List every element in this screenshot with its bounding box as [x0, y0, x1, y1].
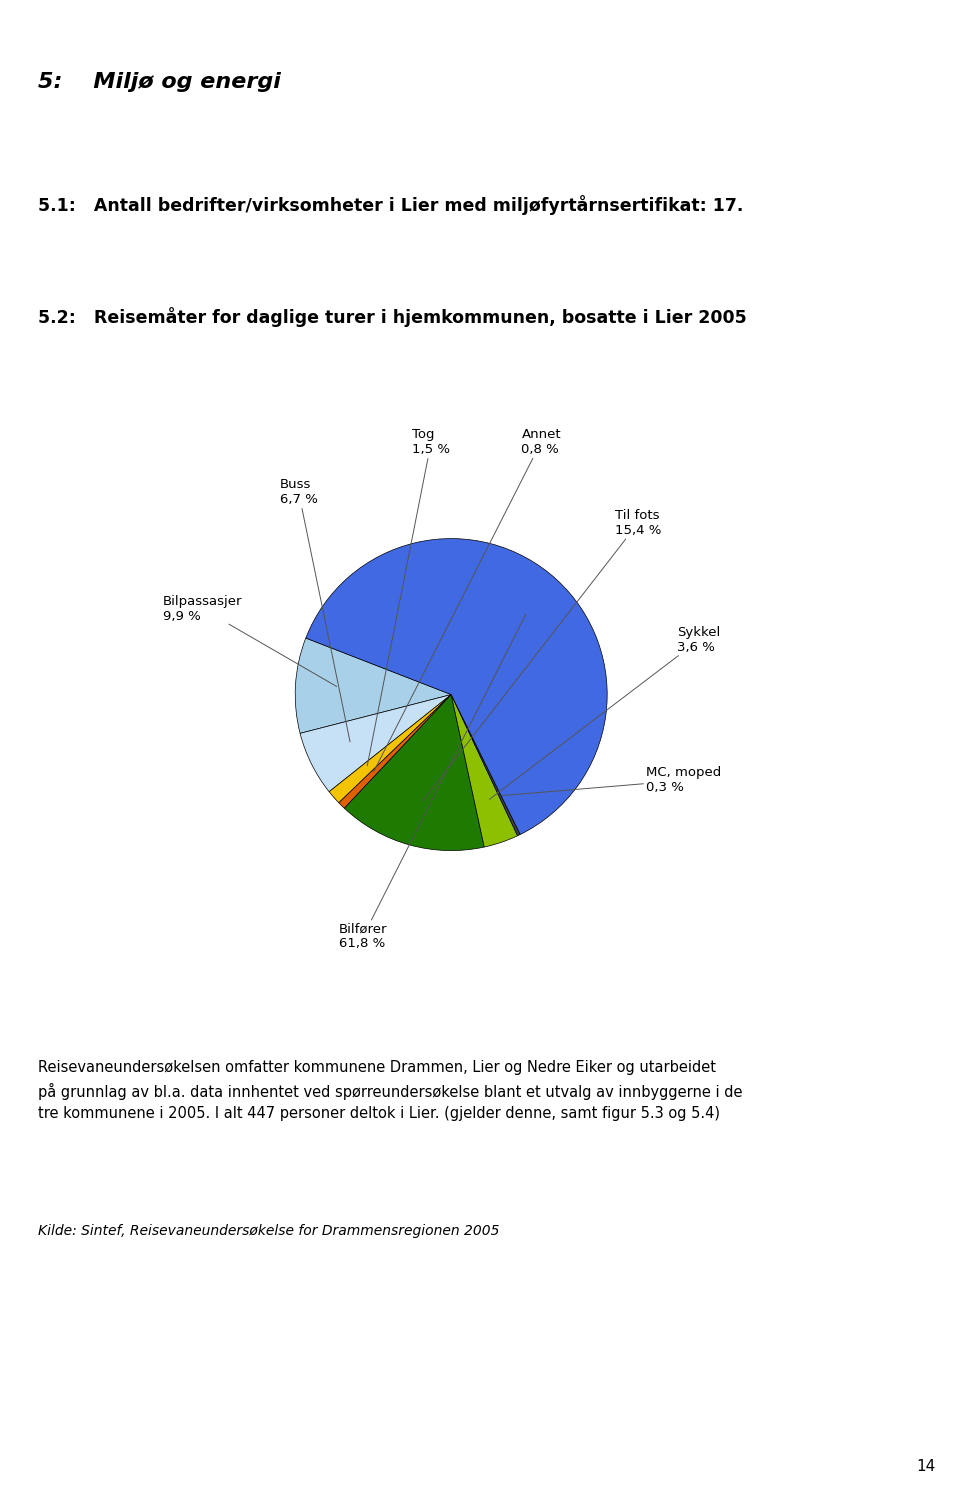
Text: Bilfører
61,8 %: Bilfører 61,8 % — [339, 614, 526, 951]
Text: Reisevaneundersøkelsen omfatter kommunene Drammen, Lier og Nedre Eiker og utarbe: Reisevaneundersøkelsen omfatter kommunen… — [38, 1060, 743, 1121]
Text: Sykkel
3,6 %: Sykkel 3,6 % — [490, 626, 721, 799]
Text: MC, moped
0,3 %: MC, moped 0,3 % — [503, 766, 722, 796]
Text: 5.2:   Reisemåter for daglige turer i hjemkommunen, bosatte i Lier 2005: 5.2: Reisemåter for daglige turer i hjem… — [38, 308, 747, 327]
Wedge shape — [296, 638, 451, 733]
Wedge shape — [451, 694, 520, 836]
Wedge shape — [451, 694, 517, 847]
Wedge shape — [345, 694, 484, 851]
Text: 14: 14 — [917, 1459, 936, 1475]
Wedge shape — [339, 694, 451, 808]
Text: 5.1:   Antall bedrifter/virksomheter i Lier med miljøfyrtårnsertifikat: 17.: 5.1: Antall bedrifter/virksomheter i Lie… — [38, 196, 744, 215]
Text: 5:    Miljø og energi: 5: Miljø og energi — [38, 72, 281, 93]
Wedge shape — [306, 539, 607, 835]
Text: Kilde: Sintef, Reisevaneundersøkelse for Drammensregionen 2005: Kilde: Sintef, Reisevaneundersøkelse for… — [38, 1224, 500, 1238]
Text: Annet
0,8 %: Annet 0,8 % — [373, 428, 561, 772]
Wedge shape — [300, 694, 451, 791]
Text: Buss
6,7 %: Buss 6,7 % — [279, 478, 350, 742]
Text: Bilpassasjer
9,9 %: Bilpassasjer 9,9 % — [162, 594, 337, 687]
Wedge shape — [329, 694, 451, 803]
Text: Til fots
15,4 %: Til fots 15,4 % — [423, 509, 661, 800]
Text: Tog
1,5 %: Tog 1,5 % — [368, 428, 450, 766]
